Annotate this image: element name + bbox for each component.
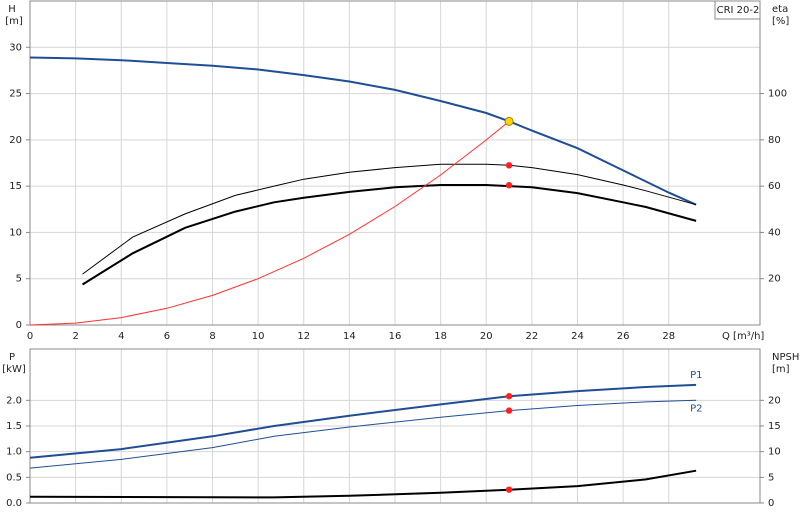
x-tick-label: 26 [617, 331, 630, 342]
annotation: CRI 20-2 [717, 5, 760, 16]
x-axis-label: Q [m³/h] [722, 331, 764, 342]
operating-point [504, 116, 514, 126]
y-tick-label: 1.0 [6, 447, 22, 458]
y-axis-unit: [m] [5, 16, 23, 27]
y-axis-label: H [8, 4, 16, 15]
y2-tick-label: 15 [768, 421, 781, 432]
y-axis-label: P [9, 352, 15, 363]
series-line [29, 56, 697, 206]
y-tick-label: 0.5 [6, 472, 22, 483]
y2-axis-unit: [%] [772, 16, 789, 27]
operating-point [505, 182, 513, 189]
x-tick-label: 0 [27, 331, 33, 342]
series-line [29, 469, 697, 499]
x-tick-label: 12 [297, 331, 310, 342]
y2-axis-unit: [m] [772, 364, 790, 375]
operating-point [505, 486, 513, 493]
plot-frame [29, 0, 761, 326]
x-tick-label: 14 [343, 331, 356, 342]
y-tick-label: 10 [9, 227, 22, 238]
series-line [81, 184, 697, 286]
x-tick-label: 28 [662, 331, 675, 342]
y-tick-label: 5 [16, 274, 22, 285]
x-tick-label: 24 [571, 331, 584, 342]
y-axis-unit: [kW] [2, 364, 26, 375]
x-tick-label: 4 [118, 331, 124, 342]
legend-label: P2 [690, 403, 702, 414]
x-tick-label: 20 [480, 331, 493, 342]
y2-tick-label: 60 [768, 181, 781, 192]
y2-axis-label: eta [772, 4, 788, 15]
x-tick-label: 10 [252, 331, 265, 342]
y-tick-label: 30 [9, 42, 22, 53]
operating-point [505, 393, 513, 400]
y2-tick-label: 20 [768, 274, 781, 285]
y-tick-label: 2.0 [6, 395, 22, 406]
y2-tick-label: 80 [768, 135, 781, 146]
y-tick-label: 1.5 [6, 421, 22, 432]
x-tick-label: 16 [389, 331, 402, 342]
series-line [29, 399, 697, 469]
series-line [29, 120, 510, 326]
y2-tick-label: 0 [768, 498, 774, 509]
operating-point [505, 162, 513, 169]
y-tick-label: 15 [9, 181, 22, 192]
series-line [82, 163, 697, 275]
x-tick-label: 8 [209, 331, 215, 342]
y-tick-label: 0.0 [6, 498, 22, 509]
y2-tick-label: 5 [768, 472, 774, 483]
y2-tick-label: 40 [768, 227, 781, 238]
y2-tick-label: 20 [768, 395, 781, 406]
x-tick-label: 6 [164, 331, 170, 342]
x-tick-label: 2 [72, 331, 78, 342]
x-tick-label: 22 [526, 331, 539, 342]
operating-point [505, 407, 513, 414]
legend-label: P1 [690, 370, 702, 381]
y2-tick-label: 100 [768, 89, 787, 100]
x-tick-label: 18 [434, 331, 447, 342]
y2-tick-label: 10 [768, 447, 781, 458]
y-tick-label: 20 [9, 135, 22, 146]
y-tick-label: 0 [16, 320, 22, 331]
y-tick-label: 25 [9, 89, 22, 100]
y2-axis-label: NPSH [772, 352, 799, 363]
series-line [29, 383, 697, 459]
